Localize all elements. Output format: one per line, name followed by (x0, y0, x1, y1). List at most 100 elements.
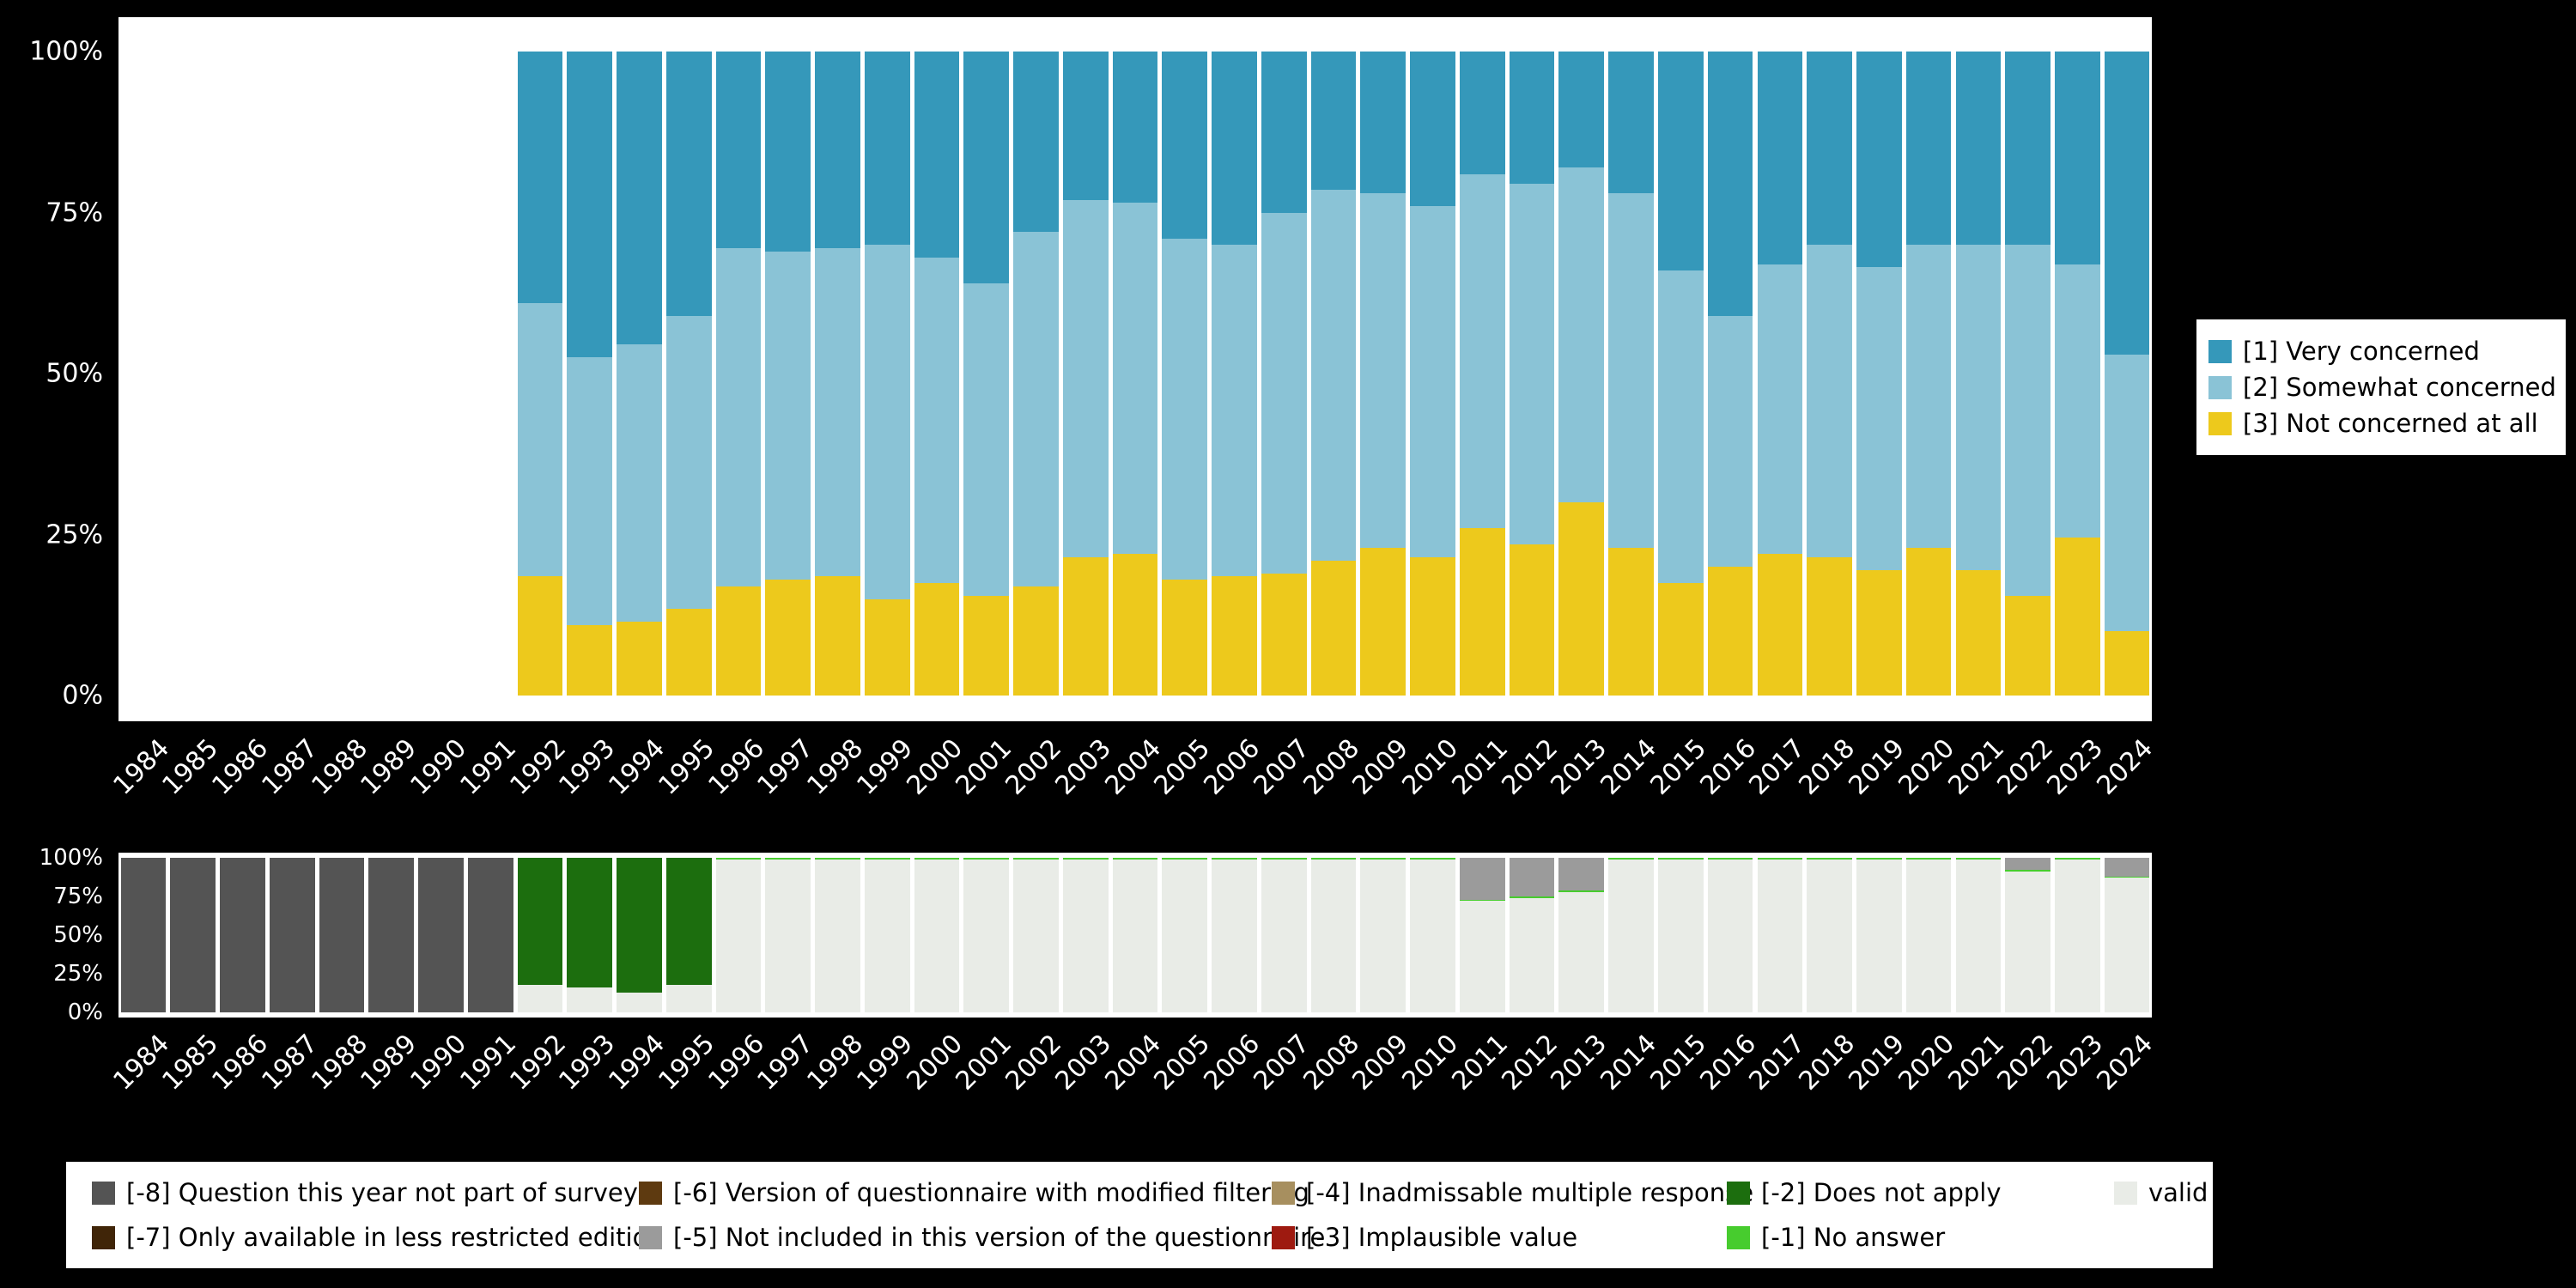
legend-item-label: [-6] Version of questionnaire with modif… (673, 1178, 1309, 1207)
legend-item-minus3: [-3] Implausible value (1272, 1223, 1727, 1252)
missing-chart-x-axis: 1984 1985 1986 1987 1988 1989 1990 1991 1992 1993… (107, 1029, 2159, 1162)
bar-segment (170, 858, 216, 1012)
x-axis-label: 1994 (603, 733, 671, 801)
bar-segment (1013, 859, 1059, 1012)
bar-segment (1558, 502, 1605, 696)
bar-segment (2005, 872, 2050, 1012)
bar-segment (567, 987, 613, 1012)
x-axis-label: 1992 (503, 1029, 572, 1097)
y-axis-label: 50% (53, 922, 103, 948)
legend-item-very-concerned: [1] Very concerned (2208, 333, 2554, 369)
bar-segment (1360, 547, 1406, 696)
bar-segment (765, 52, 811, 252)
x-axis-label: 2020 (1893, 1029, 1960, 1097)
bar-segment (1162, 859, 1208, 1012)
legend-item-minus7: [-7] Only available in less restricted e… (92, 1223, 664, 1252)
x-axis-label: 1995 (653, 1029, 720, 1097)
bar-segment (1905, 859, 1952, 1012)
x-axis-label: 1984 (106, 733, 175, 801)
x-axis-label: 2012 (1496, 733, 1564, 801)
bar-segment (715, 858, 762, 860)
bar-segment (1459, 173, 1505, 528)
x-axis-label: 1999 (851, 1029, 919, 1097)
bar-segment (2104, 878, 2150, 1012)
bar-segment (2104, 876, 2150, 878)
x-axis-label: 2010 (1396, 733, 1465, 801)
bar-segment (1558, 52, 1605, 167)
bar-segment (963, 595, 1010, 696)
bar-segment (1955, 52, 2002, 245)
legend-swatch-icon (2208, 375, 2232, 399)
bar-segment (1856, 267, 1902, 570)
bar-segment (517, 52, 563, 303)
y-axis-label: 0% (62, 680, 103, 711)
x-axis-label: 2006 (1198, 1029, 1267, 1097)
x-axis-label: 1994 (603, 1029, 671, 1097)
bar-segment (963, 858, 1010, 860)
bar-segment (1608, 859, 1654, 1012)
bar-segment (1757, 554, 1803, 696)
bar-segment (617, 858, 662, 993)
bar-segment (1657, 52, 1704, 270)
bar-segment (864, 52, 910, 245)
bar-segment (2005, 870, 2050, 872)
bar-segment (963, 859, 1010, 1012)
x-axis-label: 2014 (1595, 733, 1663, 801)
bar-segment (914, 52, 960, 258)
bar-segment (1955, 569, 2002, 696)
bar-segment (1955, 859, 2002, 1012)
bar-segment (1410, 52, 1455, 206)
bar-segment (1509, 858, 1555, 896)
bar-segment (1310, 859, 1357, 1012)
bar-segment (1013, 52, 1059, 232)
bar-segment (418, 858, 464, 1012)
bar-segment (914, 859, 960, 1012)
legend-responses: [1] Very concerned [2] Somewhat concerne… (2196, 319, 2566, 455)
legend-item-label: [-8] Question this year not part of surv… (126, 1178, 638, 1207)
bar-segment (1558, 167, 1605, 502)
x-axis-label: 1993 (553, 1029, 622, 1097)
x-axis-label: 1996 (702, 1029, 770, 1097)
x-axis-label: 2005 (1148, 1029, 1217, 1097)
bar-segment (665, 608, 712, 696)
x-axis-label: 2021 (1941, 1029, 2010, 1097)
bar-segment (864, 858, 910, 860)
bar-segment (1657, 858, 1704, 860)
legend-item-minus1: [-1] No answer (1727, 1223, 2114, 1252)
bar-segment (1410, 859, 1455, 1012)
bar-segment (1509, 51, 1555, 184)
bar-segment (2055, 859, 2100, 1012)
bar-segment (1212, 858, 1257, 860)
bar-segment (1757, 52, 1803, 264)
bar-segment (1807, 556, 1852, 696)
y-axis-label: 75% (53, 884, 103, 909)
bar-segment (617, 621, 662, 696)
x-axis-label: 1987 (256, 1029, 324, 1097)
bar-segment (1807, 859, 1852, 1012)
x-axis-label: 2023 (2041, 1029, 2110, 1097)
bar-segment (1608, 52, 1654, 193)
x-axis-label: 2017 (1743, 1029, 1812, 1097)
bar-segment (517, 984, 563, 1012)
x-axis-label: 2013 (1545, 733, 1613, 801)
bar-segment (864, 245, 910, 599)
bar-segment (2104, 354, 2150, 631)
bar-segment (1360, 193, 1406, 548)
legend-item-not-concerned: [3] Not concerned at all (2208, 405, 2554, 441)
bar-segment (864, 859, 910, 1012)
legend-item-valid-cases: valid cases (2114, 1178, 2286, 1207)
legend-item-somewhat-concerned: [2] Somewhat concerned (2208, 369, 2556, 405)
legend-swatch-icon (639, 1225, 662, 1249)
x-axis-label: 1986 (206, 1029, 275, 1097)
bar-segment (1509, 897, 1555, 1012)
bar-segment (1162, 52, 1208, 239)
legend-missing-values: [-8] Question this year not part of surv… (66, 1162, 2286, 1268)
bar-segment (1162, 580, 1208, 696)
bar-segment (1062, 52, 1109, 200)
bar-segment (1707, 567, 1753, 696)
x-axis-label: 1985 (156, 1029, 225, 1097)
bar-segment (467, 858, 513, 1012)
bar-segment (2104, 631, 2150, 696)
legend-item-minus4: [-4] Inadmissable multiple response (1272, 1178, 1753, 1207)
